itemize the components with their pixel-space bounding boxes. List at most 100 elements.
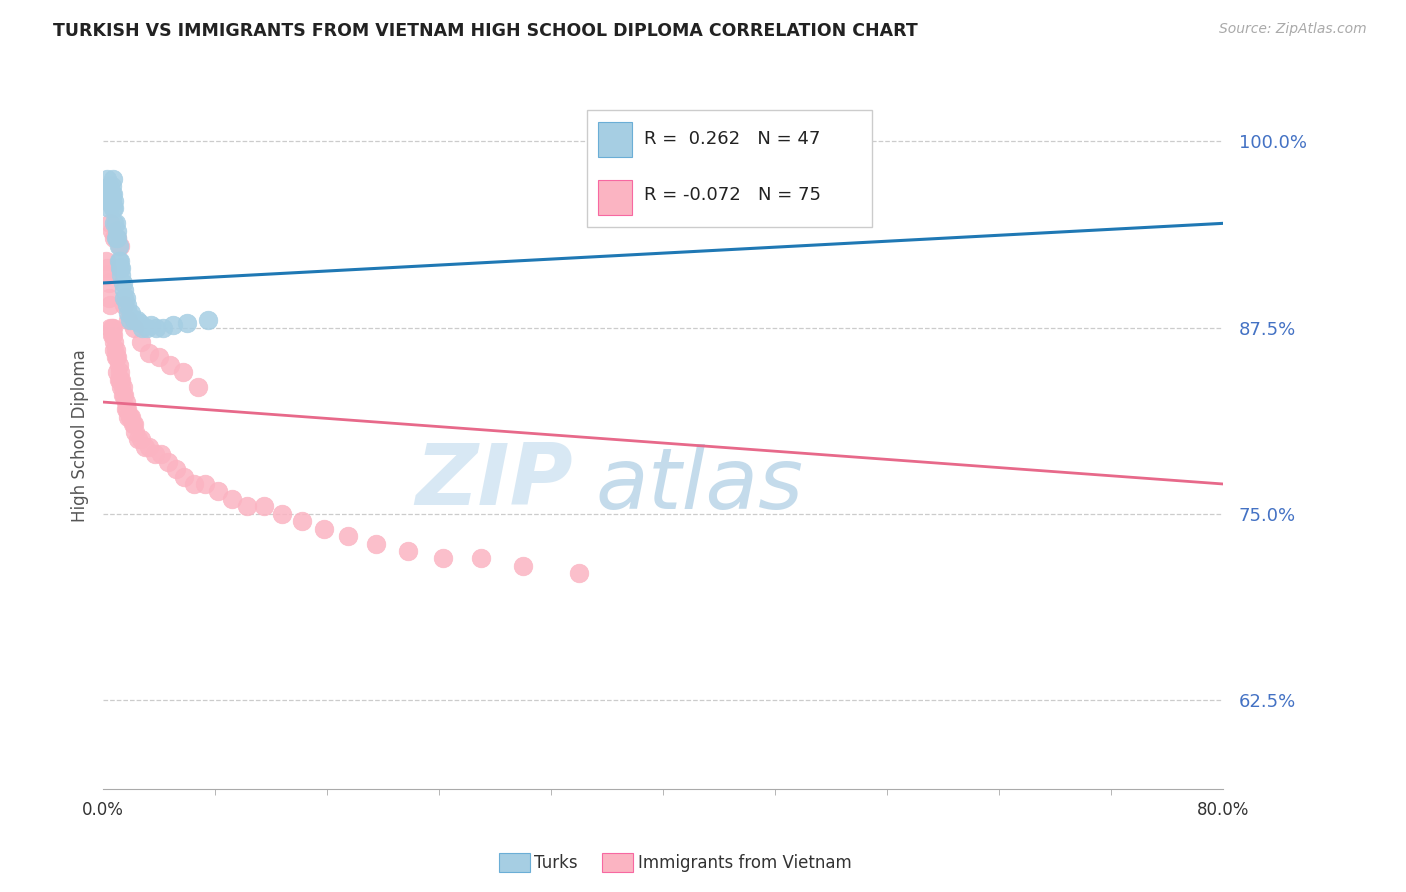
Point: [94, 253, 117, 268]
Point: [101, 320, 124, 334]
Point: [114, 395, 136, 409]
Point: [111, 276, 134, 290]
Point: [127, 432, 149, 446]
Point: [96, 171, 118, 186]
Point: [207, 484, 229, 499]
Point: [314, 522, 336, 536]
Point: [128, 316, 150, 330]
Point: [112, 284, 135, 298]
Point: [337, 529, 360, 543]
Point: [115, 402, 138, 417]
Point: [125, 313, 148, 327]
Point: [134, 440, 156, 454]
Point: [101, 328, 124, 343]
Point: [693, 135, 716, 149]
Point: [107, 253, 129, 268]
Point: [122, 313, 145, 327]
Point: [100, 179, 122, 194]
Text: TURKISH VS IMMIGRANTS FROM VIETNAM HIGH SCHOOL DIPLOMA CORRELATION CHART: TURKISH VS IMMIGRANTS FROM VIETNAM HIGH …: [53, 22, 918, 40]
Point: [105, 231, 128, 245]
Point: [101, 186, 124, 201]
Point: [173, 469, 195, 483]
Point: [143, 447, 166, 461]
Point: [96, 260, 118, 275]
Point: [103, 202, 125, 216]
Point: [112, 291, 135, 305]
Point: [117, 306, 139, 320]
Point: [138, 440, 160, 454]
Point: [159, 358, 181, 372]
Point: [110, 373, 132, 387]
Point: [103, 216, 125, 230]
Point: [107, 373, 129, 387]
Point: [110, 268, 132, 283]
Text: atlas: atlas: [596, 443, 804, 526]
Point: [221, 491, 243, 506]
Point: [165, 462, 187, 476]
Point: [129, 432, 152, 446]
Point: [104, 231, 127, 245]
Point: [172, 365, 194, 379]
Point: [148, 351, 170, 365]
Point: [122, 320, 145, 334]
Point: [291, 514, 314, 528]
Point: [104, 216, 127, 230]
Point: [121, 417, 143, 432]
Point: [115, 298, 138, 312]
Point: [100, 320, 122, 334]
Point: [120, 409, 142, 424]
Point: [96, 194, 118, 208]
Point: [432, 551, 454, 566]
Point: [100, 328, 122, 343]
Point: [98, 216, 121, 230]
Point: [97, 291, 120, 305]
Point: [138, 346, 160, 360]
Point: [512, 558, 534, 573]
Point: [152, 320, 174, 334]
Point: [98, 194, 121, 208]
Point: [624, 135, 647, 149]
Point: [100, 194, 122, 208]
Point: [108, 373, 131, 387]
Point: [117, 313, 139, 327]
Point: [114, 291, 136, 305]
Point: [792, 135, 814, 149]
Point: [114, 402, 136, 417]
Point: [104, 343, 127, 357]
Point: [120, 306, 142, 320]
Point: [103, 335, 125, 350]
Point: [124, 425, 146, 439]
Point: [364, 536, 387, 550]
Point: [97, 276, 120, 290]
Point: [117, 409, 139, 424]
Point: [122, 417, 145, 432]
Point: [98, 298, 121, 312]
Point: [100, 224, 122, 238]
Point: [101, 171, 124, 186]
Point: [253, 500, 276, 514]
Point: [187, 380, 209, 394]
Point: [568, 566, 591, 581]
Point: [104, 351, 127, 365]
Point: [96, 268, 118, 283]
Point: [108, 253, 131, 268]
Point: [183, 477, 205, 491]
Point: [110, 380, 132, 394]
Text: Turks: Turks: [534, 854, 578, 871]
Point: [103, 231, 125, 245]
Point: [107, 358, 129, 372]
Point: [103, 343, 125, 357]
Y-axis label: High School Diploma: High School Diploma: [72, 349, 89, 522]
Point: [110, 260, 132, 275]
Point: [108, 238, 131, 252]
Point: [156, 455, 179, 469]
Point: [271, 507, 294, 521]
Point: [149, 447, 172, 461]
Point: [97, 202, 120, 216]
Point: [162, 318, 184, 332]
Point: [108, 260, 131, 275]
Point: [105, 224, 128, 238]
Point: [135, 320, 157, 334]
Point: [103, 194, 125, 208]
Point: [194, 477, 217, 491]
